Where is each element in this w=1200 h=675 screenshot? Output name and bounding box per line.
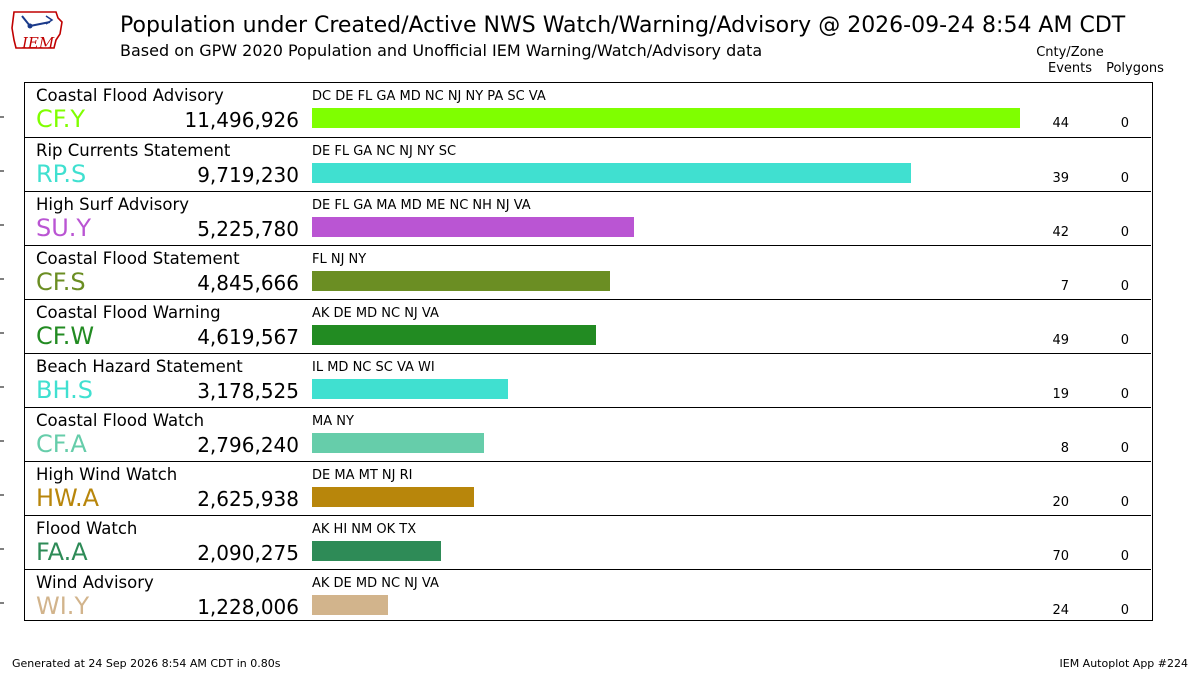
population-label: 9,719,230 xyxy=(197,163,299,187)
events-count: 20 xyxy=(1052,495,1069,510)
population-bar xyxy=(312,217,634,237)
states-list: DE FL GA MA MD ME NC NH NJ VA xyxy=(312,198,531,213)
polygons-count: 0 xyxy=(1120,225,1129,240)
population-label: 4,619,567 xyxy=(197,325,299,349)
events-count: 49 xyxy=(1052,333,1069,348)
population-bar xyxy=(312,433,485,453)
population-label: 2,796,240 xyxy=(197,433,299,457)
phenomena-code: SU.Y xyxy=(36,214,92,242)
events-count: 44 xyxy=(1052,116,1069,131)
table-row: Coastal Flood Statement CF.S 4,845,666 FL N… xyxy=(25,245,1151,299)
app-id-label: IEM Autoplot App #224 xyxy=(1059,657,1189,670)
states-list: DC DE FL GA MD NC NJ NY PA SC VA xyxy=(312,89,546,104)
chart-subtitle: Based on GPW 2020 Population and Unoffic… xyxy=(120,41,763,60)
phenomena-code: CF.S xyxy=(36,268,86,296)
table-row: High Wind Watch HW.A 2,625,938 DE MA MT NJ … xyxy=(25,461,1151,515)
chart-panel: Coastal Flood Advisory CF.Y 11,496,926 DC D… xyxy=(24,82,1153,621)
phenomena-name: Coastal Flood Watch xyxy=(36,411,205,430)
population-label: 1,228,006 xyxy=(197,595,299,619)
polygons-count: 0 xyxy=(1120,603,1129,618)
population-bar xyxy=(312,595,388,615)
events-count: 8 xyxy=(1060,441,1069,456)
table-row: Flood Watch FA.A 2,090,275 AK HI NM OK TX 70… xyxy=(25,515,1151,569)
phenomena-code: BH.S xyxy=(36,376,93,404)
polygons-count: 0 xyxy=(1120,171,1129,186)
phenomena-code: WI.Y xyxy=(36,592,90,620)
states-list: AK DE MD NC NJ VA xyxy=(312,306,439,321)
phenomena-code: RP.S xyxy=(36,160,87,188)
population-label: 2,625,938 xyxy=(197,487,299,511)
population-bar xyxy=(312,541,441,561)
population-bar xyxy=(312,271,611,291)
table-row: Beach Hazard Statement BH.S 3,178,525 IL MD… xyxy=(25,353,1151,407)
phenomena-name: Wind Advisory xyxy=(36,573,154,592)
states-list: AK HI NM OK TX xyxy=(312,522,417,537)
phenomena-code: CF.W xyxy=(36,322,95,350)
population-label: 4,845,666 xyxy=(197,271,299,295)
population-bar xyxy=(312,379,508,399)
events-count: 42 xyxy=(1052,225,1069,240)
phenomena-name: Coastal Flood Statement xyxy=(36,249,240,268)
chart-title: Population under Created/Active NWS Watc… xyxy=(120,13,1126,38)
phenomena-name: High Wind Watch xyxy=(36,465,178,484)
phenomena-name: Coastal Flood Warning xyxy=(36,303,221,322)
polygons-count: 0 xyxy=(1120,495,1129,510)
events-count: 70 xyxy=(1052,549,1069,564)
left-axis-ticks xyxy=(0,116,4,604)
states-list: DE FL GA NC NJ NY SC xyxy=(312,144,457,159)
events-count: 24 xyxy=(1052,603,1069,618)
population-label: 5,225,780 xyxy=(197,217,299,241)
population-label: 3,178,525 xyxy=(197,379,299,403)
events-count: 39 xyxy=(1052,171,1069,186)
states-list: AK DE MD NC NJ VA xyxy=(312,576,439,591)
polygons-column-header: Polygons xyxy=(1106,61,1164,76)
states-list: IL MD NC SC VA WI xyxy=(312,360,435,375)
phenomena-name: Coastal Flood Advisory xyxy=(36,86,224,105)
phenomena-code: HW.A xyxy=(36,484,100,512)
population-bar xyxy=(312,325,597,345)
phenomena-code: CF.Y xyxy=(36,105,85,133)
polygons-count: 0 xyxy=(1120,387,1129,402)
logo-text: IEM xyxy=(21,34,55,52)
population-label: 2,090,275 xyxy=(197,541,299,565)
population-bar xyxy=(312,487,474,507)
polygons-count: 0 xyxy=(1120,441,1129,456)
events-column-header: Cnty/Zone Events xyxy=(1036,45,1104,76)
polygons-count: 0 xyxy=(1120,279,1129,294)
states-list: FL NJ NY xyxy=(312,252,367,267)
generated-timestamp: Generated at 24 Sep 2026 8:54 AM CDT in … xyxy=(12,657,281,670)
polygons-count: 0 xyxy=(1120,333,1129,348)
table-row: Coastal Flood Advisory CF.Y 11,496,926 DC D… xyxy=(25,83,1151,137)
states-list: MA NY xyxy=(312,414,354,429)
phenomena-code: FA.A xyxy=(36,538,88,566)
polygons-count: 0 xyxy=(1120,116,1129,131)
polygons-count: 0 xyxy=(1120,549,1129,564)
table-row: Wind Advisory WI.Y 1,228,006 AK DE MD NC NJ… xyxy=(25,569,1151,623)
table-row: Coastal Flood Warning CF.W 4,619,567 AK DE … xyxy=(25,299,1151,353)
phenomena-code: CF.A xyxy=(36,430,87,458)
states-list: DE MA MT NJ RI xyxy=(312,468,413,483)
population-bar xyxy=(312,108,1020,128)
table-row: High Surf Advisory SU.Y 5,225,780 DE FL GA … xyxy=(25,191,1151,245)
table-row: Rip Currents Statement RP.S 9,719,230 DE FL… xyxy=(25,137,1151,191)
phenomena-name: High Surf Advisory xyxy=(36,195,189,214)
events-count: 7 xyxy=(1060,279,1069,294)
phenomena-name: Rip Currents Statement xyxy=(36,141,231,160)
iem-logo-icon: IEM xyxy=(11,11,63,52)
table-row: Coastal Flood Watch CF.A 2,796,240 MA NY 8 0 xyxy=(25,407,1151,461)
population-label: 11,496,926 xyxy=(184,108,299,132)
population-bar xyxy=(312,163,911,183)
phenomena-name: Beach Hazard Statement xyxy=(36,357,243,376)
events-count: 19 xyxy=(1052,387,1069,402)
phenomena-name: Flood Watch xyxy=(36,519,138,538)
